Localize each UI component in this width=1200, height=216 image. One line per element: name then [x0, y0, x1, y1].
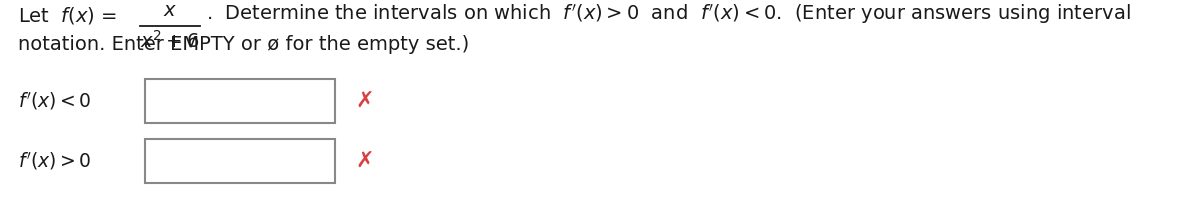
Text: .  Determine the intervals on which  $f'(x) > 0$  and  $f'(x) < 0$.  (Enter your: . Determine the intervals on which $f'(x… — [206, 2, 1130, 26]
Text: ✗: ✗ — [355, 91, 373, 111]
FancyBboxPatch shape — [145, 139, 335, 183]
Text: $f'(x) < 0$: $f'(x) < 0$ — [18, 90, 91, 112]
Text: notation. Enter EMPTY or ø for the empty set.): notation. Enter EMPTY or ø for the empty… — [18, 35, 469, 54]
Text: $x^2 + 6$: $x^2 + 6$ — [140, 30, 199, 52]
Text: $x$: $x$ — [163, 1, 178, 20]
FancyBboxPatch shape — [145, 79, 335, 123]
Text: Let  $f(x)$ =: Let $f(x)$ = — [18, 5, 118, 26]
Text: ✗: ✗ — [355, 151, 373, 171]
Text: $f'(x) > 0$: $f'(x) > 0$ — [18, 150, 91, 172]
